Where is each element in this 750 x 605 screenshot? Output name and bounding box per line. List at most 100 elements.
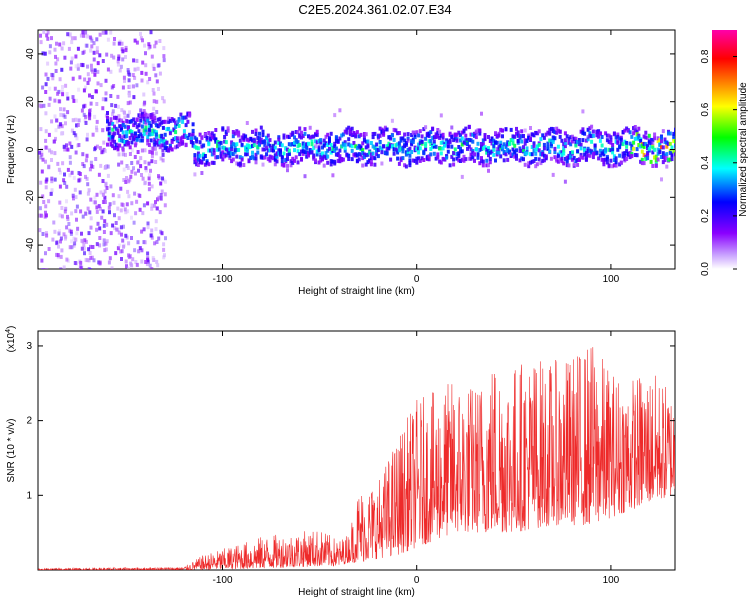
heatmap-cell	[254, 160, 258, 165]
heatmap-cell	[77, 143, 81, 147]
heatmap-cell	[152, 66, 156, 71]
heatmap-cell	[125, 140, 129, 144]
heatmap-cell	[438, 135, 442, 140]
heatmap-cell	[221, 145, 225, 150]
heatmap-cell	[128, 72, 132, 77]
heatmap-cell	[98, 226, 102, 231]
heatmap-cell	[247, 158, 251, 163]
heatmap-cell	[574, 159, 578, 164]
heatmap-cell	[611, 143, 615, 147]
heatmap-cell	[103, 219, 107, 224]
heatmap-cell	[480, 156, 483, 161]
heatmap-cell	[300, 130, 303, 135]
heatmap-cell	[38, 103, 42, 108]
heatmap-cell	[128, 110, 131, 115]
heatmap-cell	[96, 81, 100, 86]
heatmap-cell	[413, 148, 417, 153]
heatmap-cell	[422, 127, 426, 132]
heatmap-cell	[308, 135, 312, 140]
heatmap-cell	[542, 153, 546, 158]
heatmap-cell	[95, 242, 99, 247]
heatmap-cell	[355, 158, 359, 163]
heatmap-cell	[113, 37, 116, 41]
heatmap-cell	[647, 139, 651, 144]
heatmap-cell	[291, 130, 295, 135]
heatmap-cell	[103, 248, 107, 253]
heatmap-cell	[642, 144, 646, 149]
heatmap-cell	[595, 129, 599, 134]
heatmap-cell	[251, 143, 254, 148]
heatmap-cell	[469, 147, 473, 152]
heatmap-cell	[134, 260, 138, 264]
heatmap-cell	[670, 153, 674, 158]
heatmap-cell	[195, 145, 199, 150]
heatmap-cell	[157, 87, 160, 91]
heatmap-cell	[106, 67, 110, 72]
heatmap-cell	[305, 142, 309, 147]
heatmap-cell	[237, 148, 241, 152]
heatmap-cell	[563, 179, 567, 184]
heatmap-cell	[70, 128, 74, 133]
heatmap-cell	[511, 137, 515, 142]
heatmap-cell	[57, 231, 61, 236]
heatmap-cell	[78, 190, 82, 195]
heatmap-cell	[378, 126, 382, 131]
heatmap-cell	[123, 134, 127, 139]
heatmap-cell	[66, 32, 70, 37]
heatmap-cell	[88, 35, 92, 40]
heatmap-cell	[413, 159, 417, 163]
heatmap-cell	[101, 106, 105, 111]
heatmap-cell	[429, 152, 433, 157]
heatmap-cell	[445, 155, 449, 160]
spectrogram-y-label: Frequency (Hz)	[6, 115, 17, 184]
heatmap-cell	[149, 30, 153, 35]
heatmap-cell	[506, 147, 510, 152]
heatmap-cell	[637, 135, 641, 140]
heatmap-cell	[387, 141, 391, 146]
heatmap-cell	[167, 126, 171, 131]
heatmap-cell	[245, 143, 249, 148]
heatmap-cell	[150, 235, 154, 240]
heatmap-cell	[572, 136, 576, 141]
heatmap-cell	[62, 178, 66, 183]
heatmap-cell	[58, 184, 62, 189]
heatmap-cell	[396, 156, 400, 161]
heatmap-cell	[120, 127, 123, 132]
heatmap-cell	[237, 162, 241, 167]
heatmap-cell	[82, 88, 86, 93]
heatmap-cell	[111, 127, 115, 132]
heatmap-cell	[549, 144, 553, 149]
heatmap-cell	[224, 153, 228, 158]
heatmap-cell	[101, 209, 105, 214]
heatmap-cell	[81, 50, 85, 55]
heatmap-cell	[44, 231, 48, 236]
heatmap-cell	[132, 58, 136, 63]
heatmap-cell	[660, 135, 663, 140]
heatmap-cell	[79, 260, 83, 265]
heatmap-cell	[154, 123, 158, 128]
heatmap-cell	[135, 83, 139, 88]
heatmap-cell	[581, 127, 585, 132]
heatmap-cell	[537, 157, 541, 162]
heatmap-cell	[611, 147, 615, 152]
heatmap-cell	[94, 157, 98, 161]
heatmap-cell	[209, 136, 213, 141]
heatmap-cell	[74, 64, 78, 69]
heatmap-cell	[92, 258, 96, 263]
heatmap-cell	[406, 132, 410, 137]
heatmap-cell	[150, 228, 154, 233]
heatmap-cell	[450, 135, 454, 139]
heatmap-cell	[106, 173, 110, 178]
heatmap-cell	[153, 140, 157, 144]
heatmap-cell	[495, 150, 499, 155]
heatmap-cell	[625, 141, 629, 145]
heatmap-cell	[72, 236, 76, 241]
heatmap-cell	[429, 130, 433, 135]
heatmap-cell	[177, 143, 181, 148]
x-tick-label: 0	[414, 274, 420, 285]
heatmap-cell	[511, 141, 515, 146]
heatmap-cell	[357, 157, 361, 162]
heatmap-cell	[112, 55, 116, 60]
heatmap-cell	[63, 209, 67, 214]
